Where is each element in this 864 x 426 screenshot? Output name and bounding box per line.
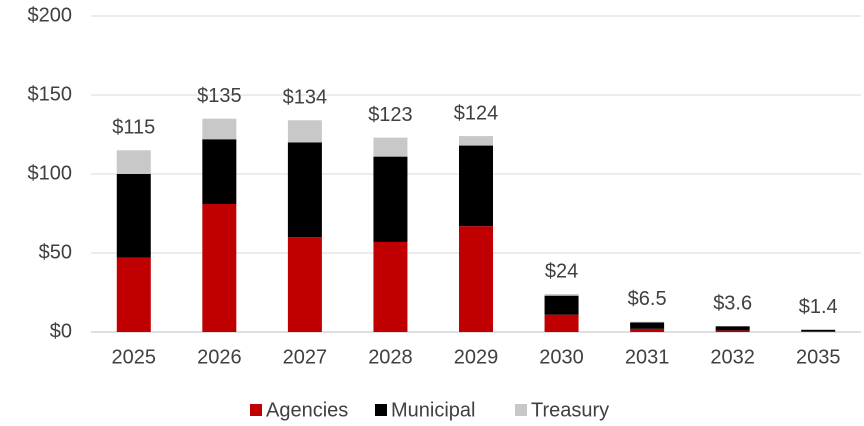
legend-swatch xyxy=(250,404,262,416)
x-tick-label: 2030 xyxy=(539,346,584,368)
bar-segment xyxy=(544,295,579,315)
x-tick-label: 2027 xyxy=(283,346,328,368)
legend-label: Treasury xyxy=(531,399,609,421)
legend-swatch xyxy=(515,404,527,416)
y-tick-label: $100 xyxy=(28,162,73,184)
bar-segment xyxy=(459,226,493,332)
total-label: $123 xyxy=(368,104,413,126)
total-label: $1.4 xyxy=(799,296,838,318)
bar-segment xyxy=(801,331,836,332)
bar-segment xyxy=(287,120,322,143)
x-tick-label: 2029 xyxy=(454,346,499,368)
legend-label: Agencies xyxy=(266,399,348,421)
legend-label: Municipal xyxy=(391,399,475,421)
bar-segment xyxy=(630,328,665,332)
y-tick-label: $200 xyxy=(28,4,73,26)
total-label: $3.6 xyxy=(713,293,752,315)
x-tick-label: 2026 xyxy=(197,346,242,368)
legend-swatch xyxy=(375,404,387,416)
bar-segment xyxy=(544,294,579,296)
bar-segment xyxy=(373,241,408,332)
total-label: $124 xyxy=(454,102,499,124)
bar-segment xyxy=(116,257,151,332)
bar-segment xyxy=(202,139,237,205)
bar-segment xyxy=(459,136,493,146)
x-tick-label: 2035 xyxy=(796,346,841,368)
bar-segment xyxy=(287,142,322,238)
bar-segment xyxy=(715,326,750,331)
x-tick-label: 2031 xyxy=(625,346,670,368)
bar-segment xyxy=(202,118,237,140)
bar-segment xyxy=(373,156,408,242)
bar-segment xyxy=(630,322,665,329)
bar-segment xyxy=(116,174,151,258)
bar-segment xyxy=(801,329,836,332)
bar-segment xyxy=(287,237,322,332)
x-tick-label: 2025 xyxy=(112,346,157,368)
bar-segment xyxy=(544,314,579,332)
bar-segment xyxy=(373,137,408,157)
y-tick-label: $0 xyxy=(50,320,72,342)
bar-segment xyxy=(630,321,665,323)
bar-segment xyxy=(116,150,151,174)
total-label: $24 xyxy=(545,260,578,282)
bar-segment xyxy=(202,204,237,332)
total-label: $115 xyxy=(112,117,155,139)
bar-segment xyxy=(459,145,493,227)
total-label: $135 xyxy=(197,85,242,107)
y-tick-label: $50 xyxy=(39,241,72,263)
x-tick-label: 2032 xyxy=(710,346,755,368)
bar-segment xyxy=(715,330,750,332)
y-tick-label: $150 xyxy=(28,83,73,105)
total-label: $134 xyxy=(283,87,328,109)
total-label: $6.5 xyxy=(628,288,667,310)
x-tick-label: 2028 xyxy=(368,346,413,368)
